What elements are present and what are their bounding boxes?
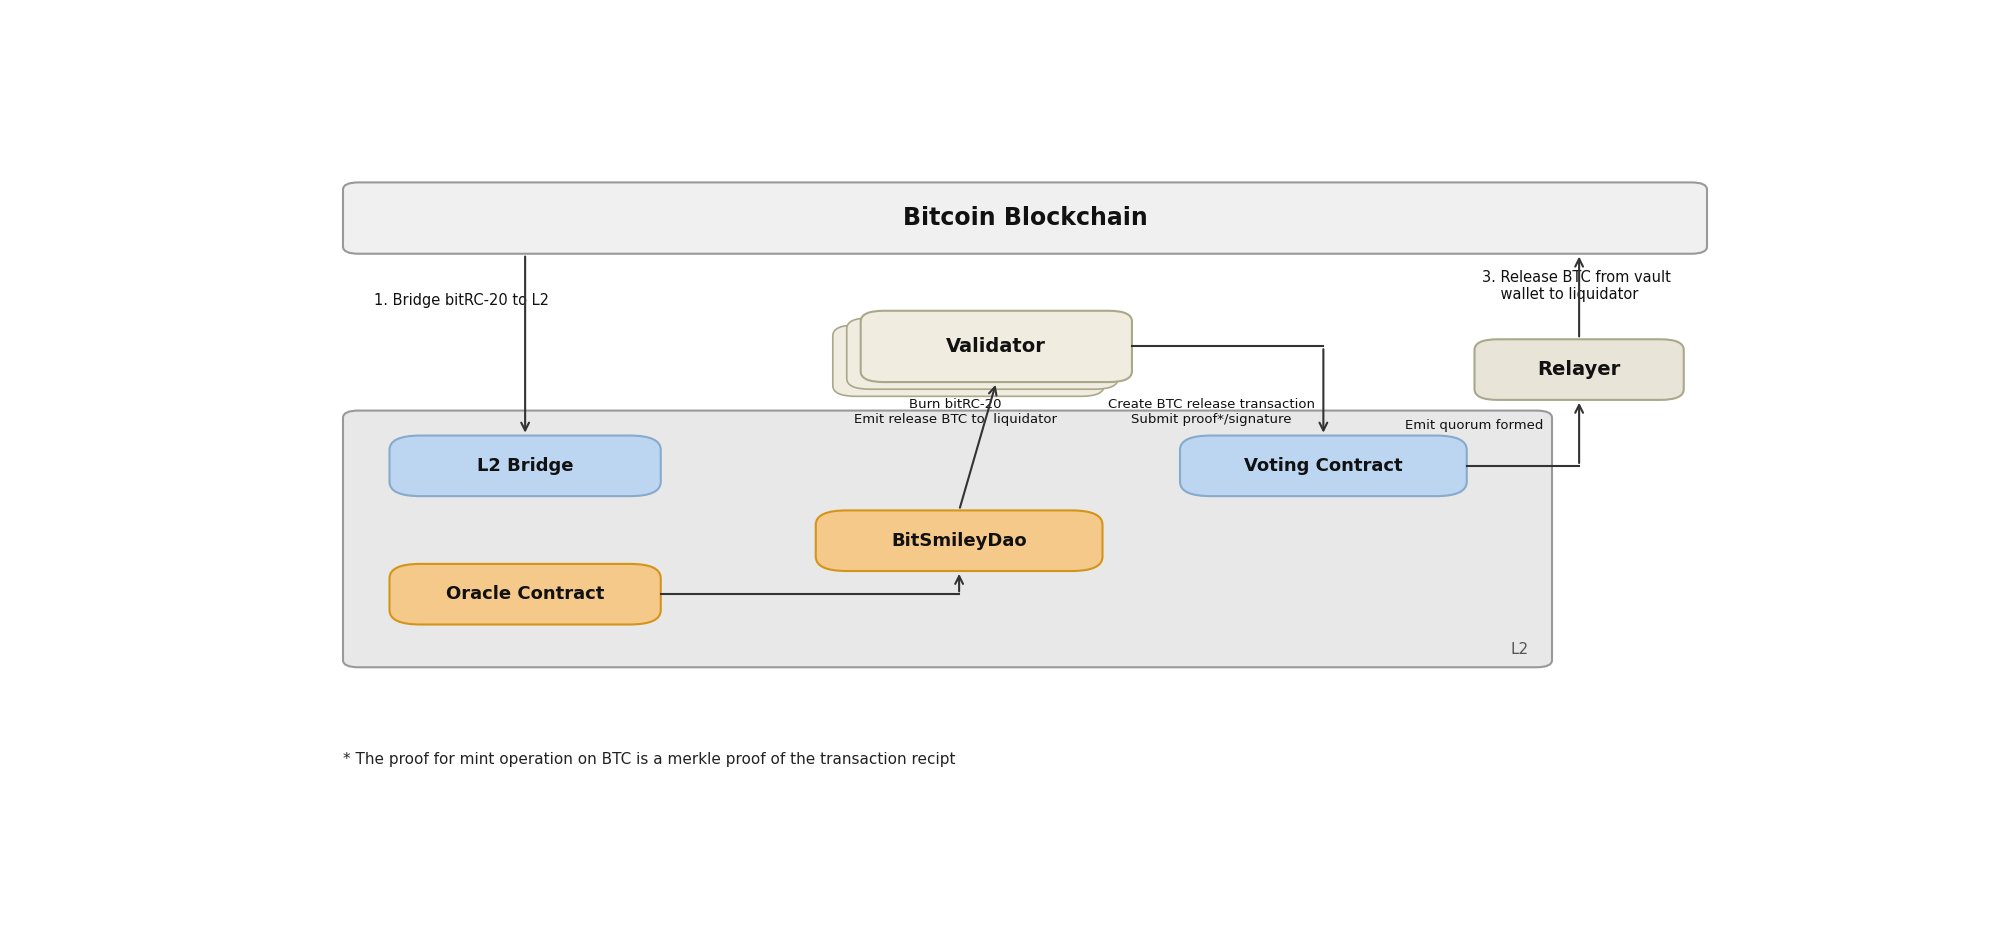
Text: 1. Bridge bitRC-20 to L2: 1. Bridge bitRC-20 to L2	[374, 293, 548, 307]
Text: 3. Release BTC from vault
    wallet to liquidator: 3. Release BTC from vault wallet to liqu…	[1482, 269, 1672, 302]
Text: L2 Bridge: L2 Bridge	[476, 457, 574, 475]
FancyBboxPatch shape	[390, 435, 660, 496]
FancyBboxPatch shape	[390, 564, 660, 624]
FancyBboxPatch shape	[860, 311, 1132, 382]
Text: Oracle Contract: Oracle Contract	[446, 585, 604, 603]
Text: * The proof for mint operation on BTC is a merkle proof of the transaction recip: * The proof for mint operation on BTC is…	[344, 753, 956, 768]
Text: L2: L2	[1510, 642, 1528, 657]
Text: Validator: Validator	[946, 337, 1046, 356]
FancyBboxPatch shape	[846, 318, 1118, 389]
FancyBboxPatch shape	[1474, 339, 1684, 400]
FancyBboxPatch shape	[1180, 435, 1466, 496]
Text: Relayer: Relayer	[1538, 360, 1620, 379]
Text: Emit quorum formed: Emit quorum formed	[1406, 419, 1544, 432]
Text: Voting Contract: Voting Contract	[1244, 457, 1402, 475]
Text: Create BTC release transaction
Submit proof*/signature: Create BTC release transaction Submit pr…	[1108, 398, 1314, 426]
FancyBboxPatch shape	[344, 410, 1552, 668]
FancyBboxPatch shape	[816, 510, 1102, 571]
Text: BitSmileyDao: BitSmileyDao	[892, 532, 1026, 550]
FancyBboxPatch shape	[344, 182, 1708, 254]
FancyBboxPatch shape	[832, 325, 1104, 396]
Text: Burn bitRC-20
Emit release BTC to  liquidator: Burn bitRC-20 Emit release BTC to liquid…	[854, 398, 1056, 426]
Text: Bitcoin Blockchain: Bitcoin Blockchain	[902, 206, 1148, 230]
